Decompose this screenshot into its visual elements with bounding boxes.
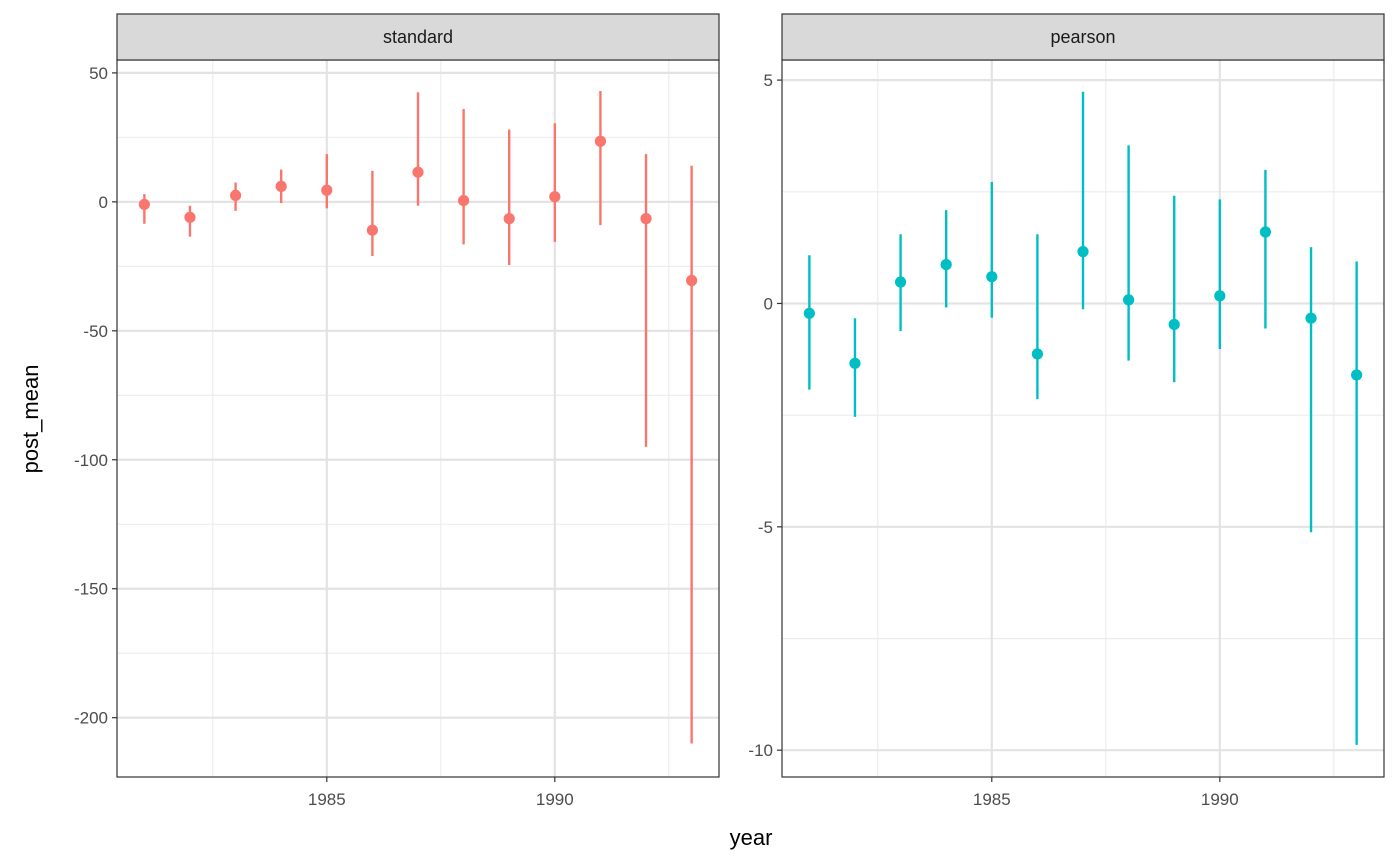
panel-standard: standard 50 0 -50 -100 -150 -200 1985 1990: [74, 13, 720, 809]
panel-pearson: pearson 5 0 -5 -10 1985 1990: [748, 13, 1385, 809]
y-tick-label: -5: [758, 518, 773, 537]
point-1990: [1214, 290, 1226, 302]
y-tick-label: 0: [99, 193, 108, 212]
y-axis-title: post_mean: [18, 365, 43, 474]
point-1983: [894, 276, 907, 288]
y-tick-label: -150: [74, 580, 108, 599]
y-tick-label: -10: [748, 741, 773, 760]
x-axis-title: year: [730, 825, 773, 850]
strip-label-pearson: pearson: [1050, 27, 1115, 47]
y-tick-label: 5: [764, 71, 773, 90]
y-tick-label: 0: [764, 294, 773, 313]
y-tick-label: 50: [89, 64, 108, 83]
point-1984: [275, 180, 287, 192]
point-1990: [549, 191, 561, 203]
point-1987: [1077, 246, 1089, 258]
point-1988: [458, 194, 470, 207]
point-1982: [184, 211, 196, 223]
x-tick-label: 1990: [1201, 790, 1239, 809]
x-tick-label: 1985: [308, 790, 346, 809]
point-1985: [321, 184, 333, 196]
point-1993: [1351, 369, 1363, 381]
point-1984: [940, 259, 952, 271]
strip-background: [781, 13, 1385, 61]
point-1992: [1305, 312, 1317, 324]
point-1991: [594, 135, 607, 147]
x-tick-label: 1985: [973, 790, 1011, 809]
x-tick-label: 1990: [536, 790, 574, 809]
point-1983: [229, 189, 242, 202]
point-1985: [986, 271, 998, 283]
point-1993: [686, 274, 698, 287]
point-1986: [366, 224, 378, 236]
point-1989: [503, 213, 515, 225]
point-1981: [803, 307, 815, 319]
point-1991: [1259, 226, 1272, 238]
y-tick-label: -200: [74, 709, 108, 728]
y-tick-label: -100: [74, 451, 108, 470]
point-1981: [138, 198, 150, 211]
y-tick-label: -50: [83, 322, 108, 341]
point-1982: [849, 357, 861, 369]
point-1986: [1031, 348, 1043, 360]
point-1992: [640, 213, 652, 225]
strip-background: [116, 13, 720, 61]
point-1988: [1123, 294, 1135, 306]
strip-label-standard: standard: [383, 27, 453, 47]
point-1989: [1168, 318, 1180, 331]
point-1987: [412, 166, 424, 178]
